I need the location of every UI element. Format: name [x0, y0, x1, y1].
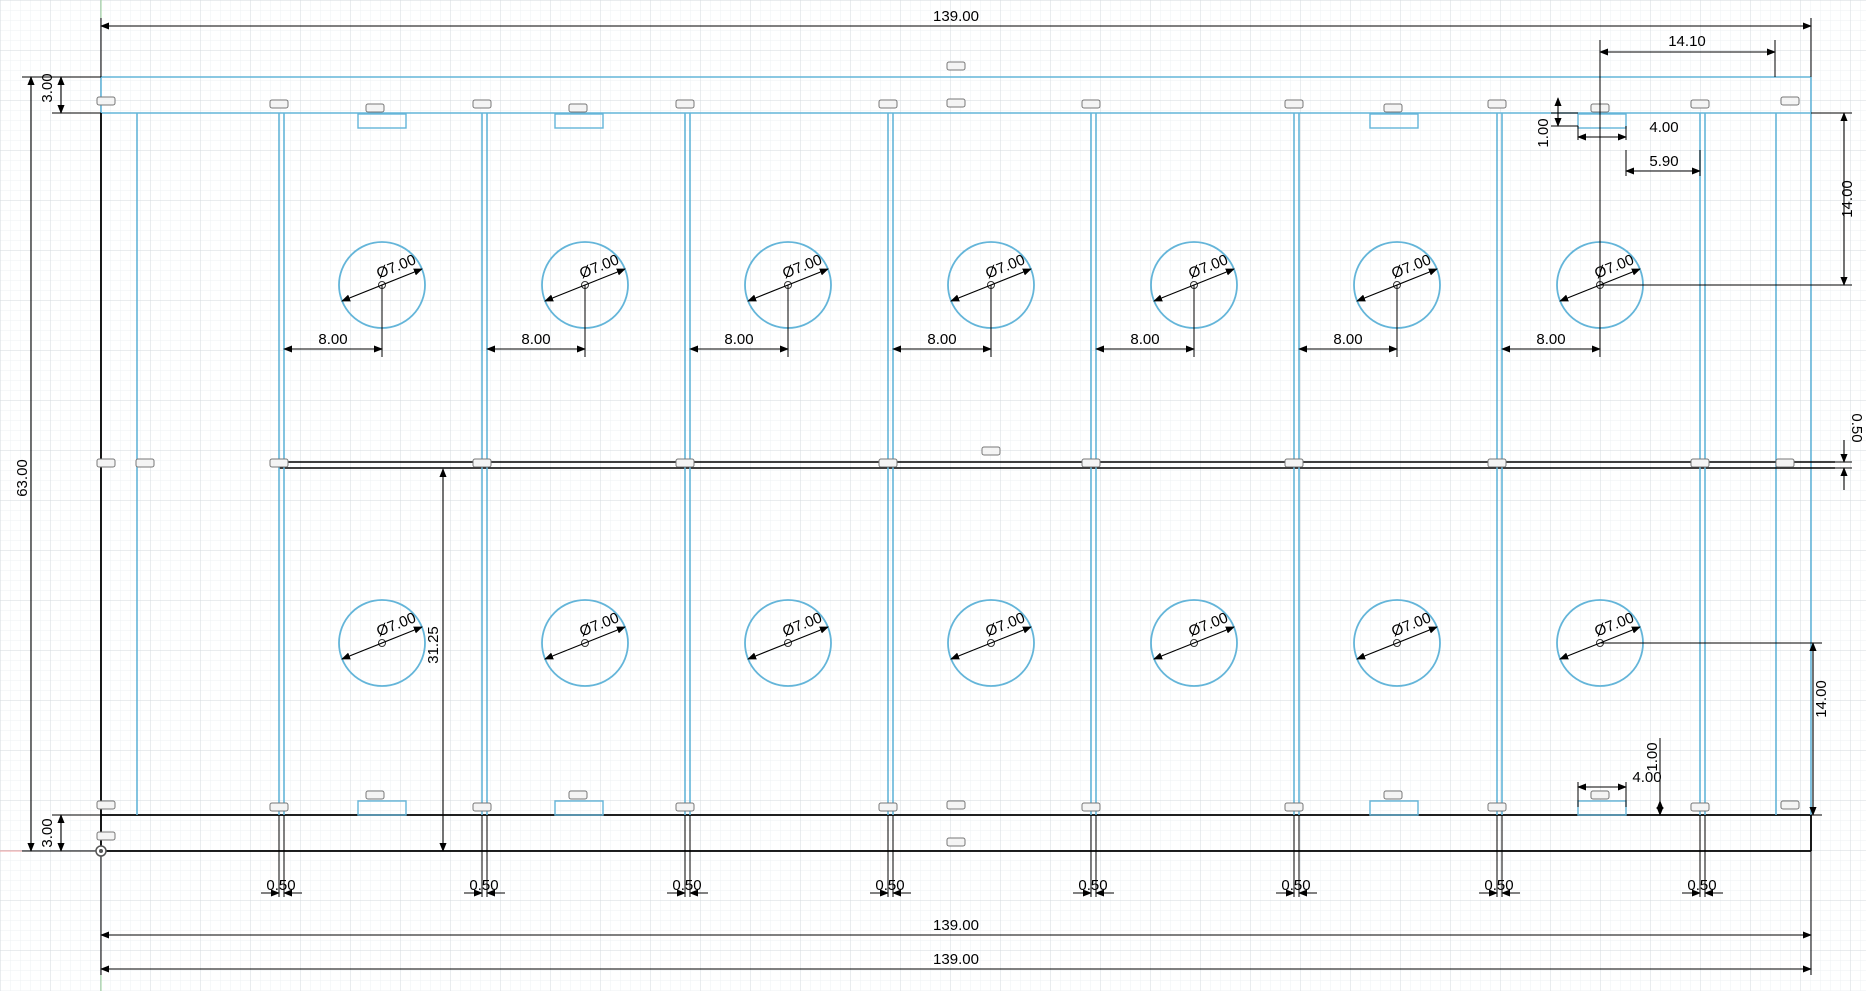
constraint-glyph [568, 790, 588, 800]
constraint-glyph [269, 458, 289, 468]
constraint-glyph [1081, 802, 1101, 812]
rib-width-label: 0.50 [1687, 877, 1716, 894]
clip-width-bottom-label: 4.00 [1632, 769, 1661, 786]
clip-bottom-3[interactable] [1369, 800, 1419, 816]
constraint-glyph [1284, 99, 1304, 109]
clip-height-bottom-label: 1.00 [1644, 742, 1661, 771]
constraint-glyph [568, 103, 588, 113]
clip-bottom-2[interactable] [554, 800, 604, 816]
clip-width-top-label: 4.00 [1649, 119, 1678, 136]
constraint-glyph [946, 800, 966, 810]
center-rail-thickness-label: 0.50 [1848, 413, 1865, 442]
diameter-leader [544, 626, 626, 660]
overall-width-bottom-1-label: 139.00 [933, 917, 979, 934]
constraint-glyph [269, 802, 289, 812]
hole-offset-from-rib-label: 8.00 [1333, 331, 1362, 348]
constraint-glyph [946, 98, 966, 108]
hole-circle[interactable] [1353, 599, 1441, 687]
constraint-glyph [1780, 800, 1800, 810]
top-hole-from-top-label: 14.00 [1839, 180, 1856, 218]
hole-circle[interactable] [1150, 599, 1238, 687]
constraint-glyph [472, 802, 492, 812]
hole-circle[interactable] [744, 599, 832, 687]
constraint-glyph [472, 458, 492, 468]
constraint-glyph [1487, 458, 1507, 468]
constraint-glyph [1690, 99, 1710, 109]
clip-height-top-label: 1.00 [1535, 118, 1552, 147]
rib-width-label: 0.50 [875, 877, 904, 894]
constraint-glyph [1487, 99, 1507, 109]
constraint-glyph [365, 103, 385, 113]
overall-width-bottom-2-label: 139.00 [933, 951, 979, 968]
constraint-glyph [675, 802, 695, 812]
clip-top-2[interactable] [554, 113, 604, 129]
rib-width-label: 0.50 [1078, 877, 1107, 894]
diameter-leader [1356, 626, 1438, 660]
constraint-glyph [1383, 790, 1403, 800]
constraint-glyph [878, 458, 898, 468]
diameter-leader [341, 626, 423, 660]
diameter-leader [747, 626, 829, 660]
diameter-leader [950, 626, 1032, 660]
overall-height-label: 63.00 [14, 459, 31, 497]
origin-point-center [99, 849, 103, 853]
constraint-glyph [1284, 458, 1304, 468]
hole-circle[interactable] [338, 599, 426, 687]
constraint-glyph [878, 802, 898, 812]
constraint-glyph [96, 800, 116, 810]
constraint-glyph [981, 446, 1001, 456]
hole-offset-from-rib-label: 8.00 [927, 331, 956, 348]
constraint-glyph [96, 831, 116, 841]
constraint-glyph [1690, 802, 1710, 812]
rib-width-label: 0.50 [672, 877, 701, 894]
top-strip-height-label: 3.00 [39, 73, 56, 102]
clip-top-4[interactable] [1577, 113, 1627, 129]
constraint-glyph [96, 458, 116, 468]
hole-offset-from-rib-label: 8.00 [318, 331, 347, 348]
constraint-glyph [96, 96, 116, 106]
hole-offset-from-rib-label: 8.00 [1536, 331, 1565, 348]
constraint-glyph [1081, 458, 1101, 468]
constraint-glyph [1590, 790, 1610, 800]
clip-bottom-1[interactable] [357, 800, 407, 816]
constraint-glyph [878, 99, 898, 109]
constraint-glyph [675, 458, 695, 468]
center-rail-height-label: 31.25 [425, 626, 442, 664]
overall-width-top-label: 139.00 [933, 8, 979, 25]
constraint-glyph [365, 790, 385, 800]
hole-offset-from-rib-label: 8.00 [521, 331, 550, 348]
constraint-glyph [1775, 458, 1795, 468]
constraint-glyph [946, 837, 966, 847]
hole-circle[interactable] [541, 599, 629, 687]
hole-offset-from-rib-label: 8.00 [724, 331, 753, 348]
diameter-leader [1153, 626, 1235, 660]
constraint-glyph [675, 99, 695, 109]
clip-bottom-4[interactable] [1577, 800, 1627, 816]
constraint-glyph [946, 61, 966, 71]
rib-width-label: 0.50 [1484, 877, 1513, 894]
clip-offset-top-label: 5.90 [1649, 153, 1678, 170]
constraint-glyph [1081, 99, 1101, 109]
constraint-glyph [1780, 96, 1800, 106]
hole-offset-from-rib-label: 8.00 [1130, 331, 1159, 348]
rib-width-label: 0.50 [266, 877, 295, 894]
clip-top-1[interactable] [357, 113, 407, 129]
hole-circle[interactable] [947, 599, 1035, 687]
constraint-glyph [1284, 802, 1304, 812]
constraint-glyph [472, 99, 492, 109]
constraint-glyph [1690, 458, 1710, 468]
constraint-glyph [1487, 802, 1507, 812]
constraint-glyph [135, 458, 155, 468]
constraint-glyph [269, 99, 289, 109]
clip-top-3[interactable] [1369, 113, 1419, 129]
constraint-glyph [1383, 103, 1403, 113]
hole-offset-from-right-label: 14.10 [1668, 33, 1706, 50]
rib-width-label: 0.50 [469, 877, 498, 894]
bottom-strip-height-label: 3.00 [39, 818, 56, 847]
bottom-hole-from-bottom-label: 14.00 [1813, 680, 1830, 718]
rib-width-label: 0.50 [1281, 877, 1310, 894]
